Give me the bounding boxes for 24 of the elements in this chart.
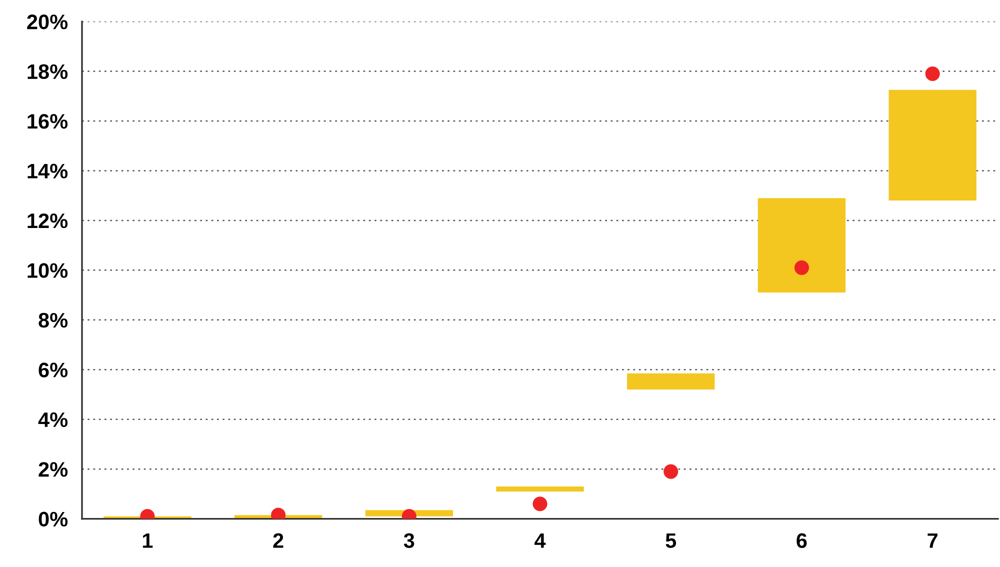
bar [496,486,584,492]
y-tick-label: 10% [28,263,68,278]
point [925,66,940,82]
y-tick-label: 20% [27,14,68,30]
y-tick-label: 6% [38,362,68,378]
y-tick-label: 0% [38,512,68,527]
bar [888,90,976,201]
y-tick-label: 14% [28,164,68,178]
y-tick-label: 18% [28,64,68,80]
x-tick-label: 1 [142,533,153,548]
y-tick-label: 12% [28,213,68,228]
bar [627,373,715,390]
x-tick-label: 6 [796,533,807,548]
y-tick-label: 16% [28,114,68,129]
x-tick-label: 2 [273,533,284,548]
bar [758,198,846,293]
point [794,260,809,275]
y-tick-label: 2% [38,462,68,477]
y-tick-label: 4% [38,412,68,428]
x-tick-label: 5 [666,533,676,548]
x-tick-label: 3 [404,533,414,548]
x-tick-label: 4 [534,533,546,548]
y-tick-label: 8% [38,312,68,328]
x-tick-label: 7 [928,533,938,548]
